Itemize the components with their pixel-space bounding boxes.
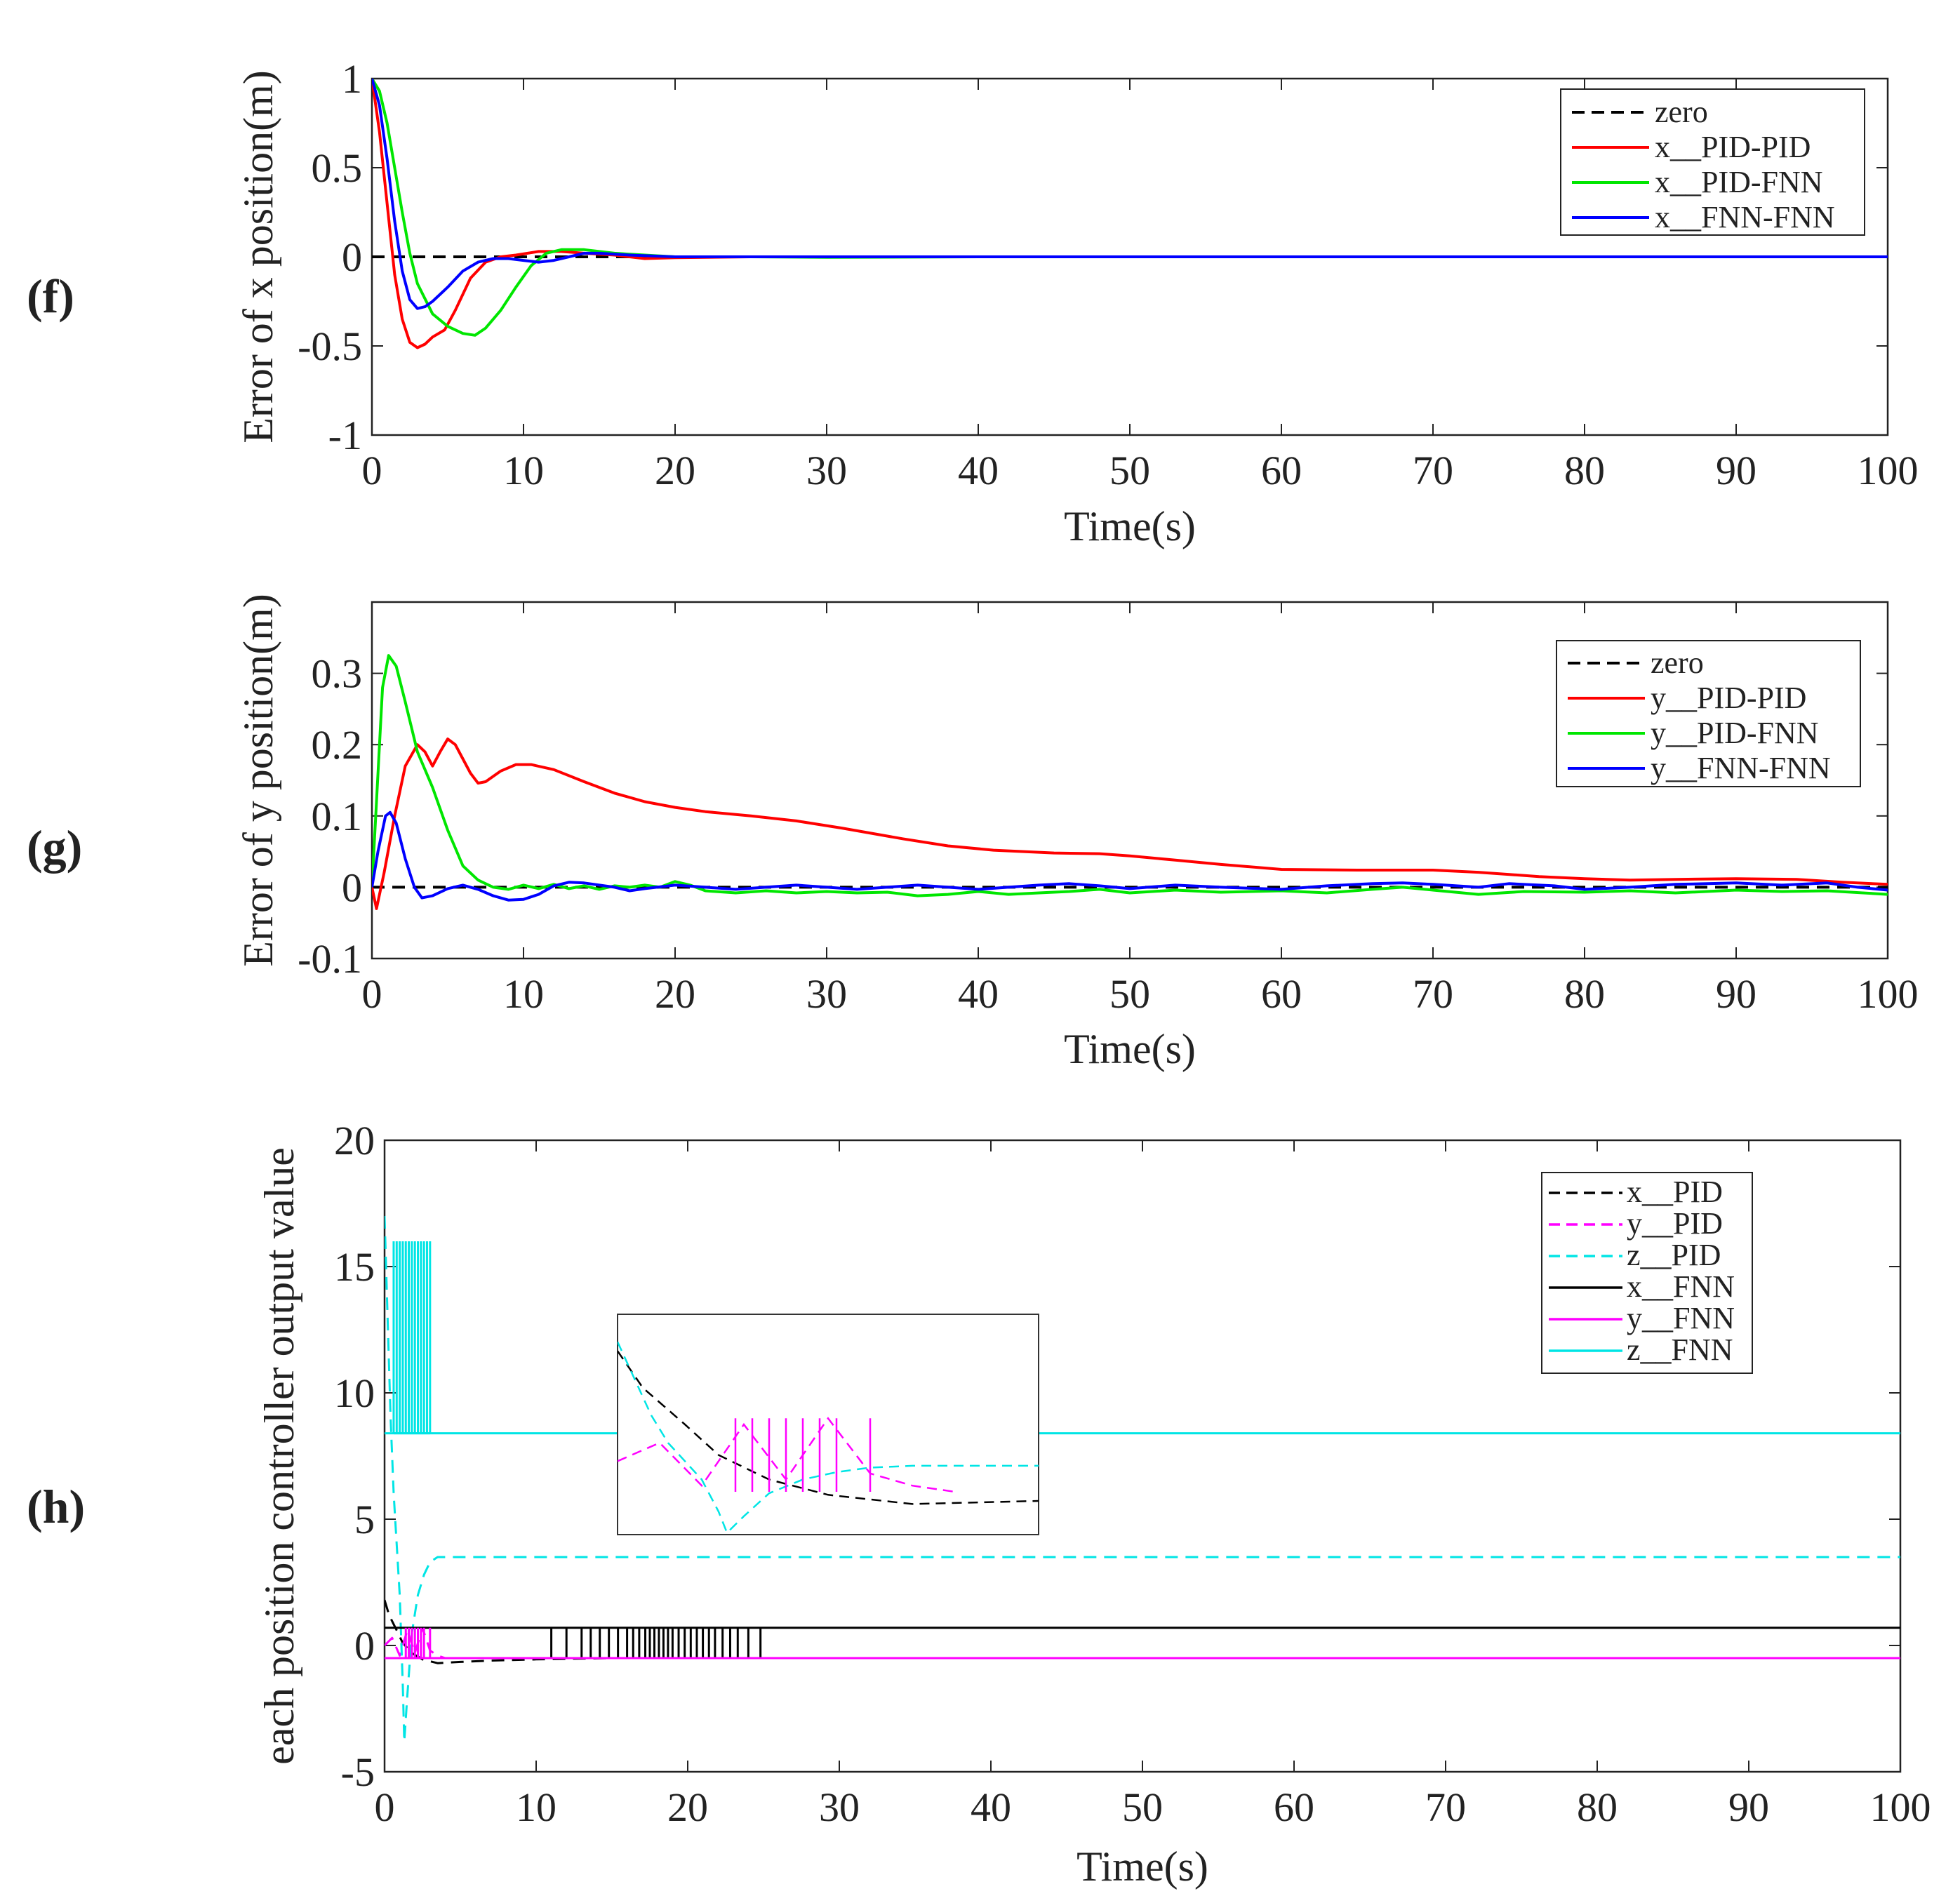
legend-h: x__PID y__PID z__PID x__FNN y__FNN z__FN… (1541, 1172, 1753, 1374)
chart-panel-f: 0 10 20 30 40 50 60 70 80 90 100 -1 -0.5 0 0.5 1 Time(s… (235, 56, 1919, 549)
legend-g: zero y__PID-PID y__PID-FNN y__FNN-FNN (1556, 640, 1861, 787)
legend-label-h-0: x__PID (1627, 1175, 1723, 1209)
y-tick-label-h-0: -5 (341, 1749, 375, 1795)
y-tick-label-h-5: 20 (334, 1118, 375, 1163)
x-tick-label-g-8: 80 (1564, 971, 1605, 1017)
legend-f: zero x__PID-PID x__PID-FNN x__FNN-FNN (1560, 88, 1865, 236)
x-tick-label-f-7: 70 (1413, 448, 1453, 493)
series-line-g-2 (372, 654, 1888, 897)
x-tick-label-h-2: 20 (667, 1784, 708, 1830)
y-tick-label-f-0: -1 (328, 413, 362, 458)
x-tick-label-f-9: 90 (1716, 448, 1756, 493)
x-tick-label-g-1: 10 (503, 971, 544, 1017)
chart-panel-g: 0 10 20 30 40 50 60 70 80 90 100-0.100.10.20.3 Tim… (235, 594, 1919, 1072)
x-tick-label-h-10: 100 (1870, 1784, 1931, 1830)
x-tick-label-g-2: 20 (655, 971, 695, 1017)
legend-label-g-1: y__PID-PID (1651, 681, 1806, 715)
x-axis-label-f: Time(s) (1064, 503, 1196, 549)
x-tick-label-f-0: 0 (362, 448, 382, 493)
inset-line-2 (618, 1341, 1039, 1535)
x-tick-label-f-8: 80 (1564, 448, 1605, 493)
x-tick-label-f-2: 20 (655, 448, 695, 493)
x-tick-label-g-10: 100 (1858, 971, 1919, 1017)
x-tick-label-g-5: 50 (1109, 971, 1150, 1017)
series-line-f-3 (372, 79, 1888, 310)
x-tick-label-g-4: 40 (958, 971, 999, 1017)
y-tick-label-f-4: 1 (342, 56, 362, 102)
x-tick-label-f-6: 60 (1261, 448, 1302, 493)
series-line-g-1 (372, 737, 1888, 910)
x-tick-label-h-4: 40 (971, 1784, 1011, 1830)
legend-label-h-4: y__FNN (1627, 1301, 1735, 1335)
panel-label-h: (h) (27, 1480, 85, 1533)
x-tick-label-h-3: 30 (819, 1784, 860, 1830)
x-tick-label-h-6: 60 (1274, 1784, 1314, 1830)
legend-label-f-0: zero (1655, 95, 1708, 129)
y-tick-label-g-2: 0.1 (312, 794, 363, 839)
y-axis-label-f: Error of x position(m) (235, 70, 281, 443)
y-tick-label-h-2: 5 (354, 1497, 375, 1542)
y-tick-label-g-3: 0.2 (312, 722, 363, 768)
legend-label-g-0: zero (1651, 646, 1704, 680)
x-tick-label-h-1: 10 (516, 1784, 556, 1830)
y-tick-label-f-2: 0 (342, 234, 362, 280)
y-tick-label-g-1: 0 (342, 864, 362, 910)
panel-label-f: (f) (27, 269, 74, 323)
y-tick-label-g-4: 0.3 (312, 651, 363, 697)
legend-box-g (1556, 640, 1861, 787)
inset-line-0 (618, 1350, 1039, 1505)
x-tick-label-h-7: 70 (1425, 1784, 1466, 1830)
x-tick-label-h-8: 80 (1577, 1784, 1618, 1830)
series-line-h-2 (385, 1215, 1900, 1743)
legend-label-f-3: x__FNN-FNN (1655, 200, 1835, 234)
legend-label-g-2: y__PID-FNN (1651, 716, 1819, 750)
x-tick-label-h-0: 0 (375, 1784, 395, 1830)
y-tick-label-h-3: 10 (334, 1370, 375, 1416)
y-tick-label-f-1: -0.5 (298, 323, 362, 369)
y-tick-label-g-0: -0.1 (298, 936, 362, 982)
x-tick-label-g-0: 0 (362, 971, 382, 1017)
x-tick-label-g-9: 90 (1716, 971, 1756, 1017)
x-tick-label-f-5: 50 (1109, 448, 1150, 493)
x-tick-label-f-4: 40 (958, 448, 999, 493)
legend-label-f-2: x__PID-FNN (1655, 165, 1823, 199)
x-tick-label-g-6: 60 (1261, 971, 1302, 1017)
series-line-g-3 (372, 810, 1888, 902)
x-tick-label-h-5: 50 (1122, 1784, 1163, 1830)
legend-label-g-3: y__FNN-FNN (1651, 751, 1831, 785)
inset-box (617, 1314, 1039, 1535)
legend-label-h-3: x__FNN (1627, 1269, 1735, 1304)
x-tick-label-g-3: 30 (806, 971, 847, 1017)
panel-label-g: (g) (27, 820, 82, 874)
x-axis-label-g: Time(s) (1064, 1026, 1196, 1072)
x-tick-label-h-9: 90 (1728, 1784, 1769, 1830)
x-tick-label-f-3: 30 (806, 448, 847, 493)
x-tick-label-f-1: 10 (503, 448, 544, 493)
legend-label-h-1: y__PID (1627, 1206, 1723, 1241)
y-tick-label-f-3: 0.5 (312, 145, 363, 191)
y-axis-label-h: each position controller output value (256, 1147, 302, 1765)
y-tick-label-h-1: 0 (354, 1623, 375, 1669)
x-tick-label-g-7: 70 (1413, 971, 1453, 1017)
x-tick-label-f-10: 100 (1858, 448, 1919, 493)
y-axis-label-g: Error of y position(m) (235, 594, 281, 967)
y-tick-label-h-4: 15 (334, 1244, 375, 1290)
legend-box-h (1541, 1172, 1753, 1374)
legend-label-h-5: z__FNN (1627, 1333, 1733, 1367)
x-axis-label-h: Time(s) (1076, 1843, 1208, 1890)
legend-label-h-2: z__PID (1627, 1238, 1721, 1272)
legend-label-f-1: x__PID-PID (1655, 130, 1811, 164)
inset-zoom (617, 1314, 1039, 1535)
